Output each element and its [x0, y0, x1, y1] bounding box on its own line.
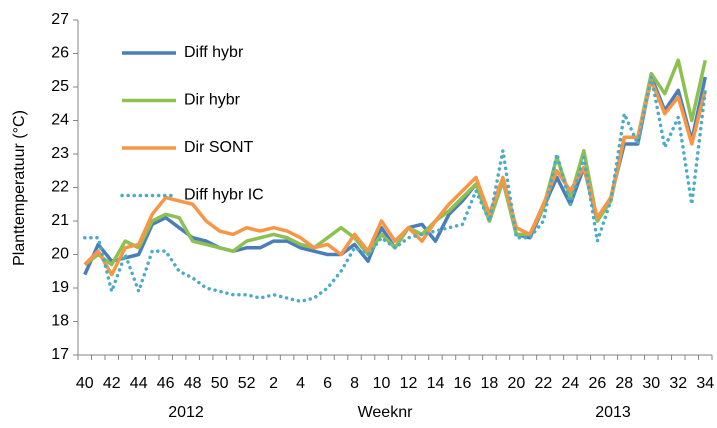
x-tick-label: 44	[130, 375, 148, 392]
y-tick-label: 23	[51, 145, 69, 162]
y-tick-label: 18	[51, 313, 69, 330]
x-tick-label: 40	[76, 375, 94, 392]
x-tick-label: 10	[373, 375, 391, 392]
y-tick-label: 27	[51, 11, 69, 28]
series-line	[83, 78, 707, 277]
legend-label: Diff hybr	[184, 44, 244, 61]
x-tick-label: 42	[103, 375, 121, 392]
x-tick-label: 26	[588, 375, 606, 392]
year-label: 2012	[168, 404, 204, 421]
x-tick-label: 34	[696, 375, 714, 392]
x-tick-label: 30	[642, 375, 660, 392]
legend-label: Dir SONT	[184, 139, 254, 156]
x-tick-label: 28	[615, 375, 633, 392]
x-tick-label: 48	[184, 375, 202, 392]
x-tick-label: 32	[669, 375, 687, 392]
y-tick-label: 17	[51, 346, 69, 363]
x-tick-label: 52	[238, 375, 256, 392]
series-line	[82, 75, 708, 304]
x-tick-label: 46	[157, 375, 175, 392]
legend-label: Diff hybr IC	[184, 187, 264, 204]
x-tick-label: 12	[400, 375, 418, 392]
x-tick-label: 20	[508, 375, 526, 392]
x-tick-label: 6	[323, 375, 332, 392]
y-tick-label: 20	[51, 246, 69, 263]
y-tick-label: 21	[51, 212, 69, 229]
y-axis-label: Planttemperatuur (°C)	[11, 110, 28, 266]
x-tick-label: 14	[427, 375, 445, 392]
y-tick-label: 24	[51, 112, 69, 129]
y-tick-label: 25	[51, 78, 69, 95]
y-tick-label: 26	[51, 45, 69, 62]
x-tick-label: 4	[296, 375, 305, 392]
y-tick-label: 19	[51, 279, 69, 296]
y-tick-label: 22	[51, 179, 69, 196]
x-tick-label: 18	[481, 375, 499, 392]
x-tick-label: 8	[350, 375, 359, 392]
legend-label: Dir hybr	[184, 92, 241, 109]
x-axis-label: Weeknr	[358, 404, 414, 421]
x-tick-label: 22	[534, 375, 552, 392]
x-tick-label: 50	[211, 375, 229, 392]
year-label: 2013	[595, 404, 631, 421]
x-tick-label: 16	[454, 375, 472, 392]
x-tick-label: 2	[269, 375, 278, 392]
x-tick-label: 24	[561, 375, 579, 392]
series-line	[83, 58, 707, 267]
